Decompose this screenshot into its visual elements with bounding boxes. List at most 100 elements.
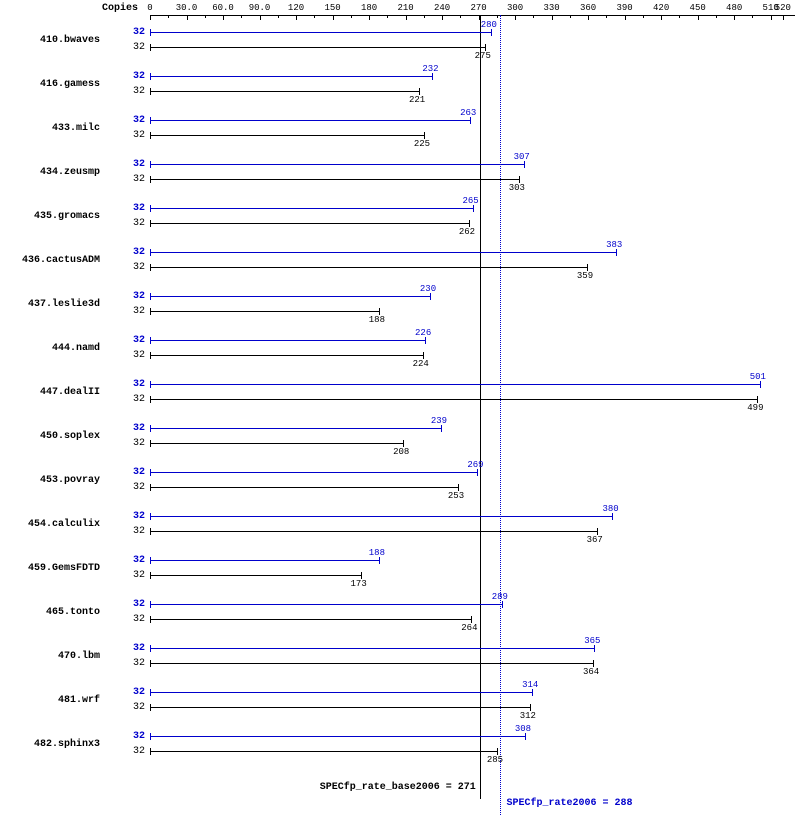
peak-bar-end [612,513,613,520]
x-tick-minor [205,15,206,18]
peak-bar-start [150,205,151,212]
x-tick-minor [570,15,571,18]
base-bar-end [519,176,520,183]
peak-bar-end [616,249,617,256]
x-tick [552,15,553,20]
summary-base-label: SPECfp_rate_base2006 = 271 [0,782,476,793]
peak-value-label: 263 [460,108,476,118]
copies-peak: 32 [0,511,145,522]
base-value-label: 359 [577,271,593,281]
peak-bar-start [150,513,151,520]
copies-base: 32 [0,306,145,317]
copies-peak: 32 [0,335,145,346]
peak-bar [150,736,525,737]
copies-peak: 32 [0,27,145,38]
peak-value-label: 314 [522,680,538,690]
x-tick-label: 450 [690,3,706,13]
copies-peak: 32 [0,379,145,390]
copies-peak: 32 [0,687,145,698]
peak-bar [150,252,616,253]
x-tick-minor [533,15,534,18]
base-bar-start [150,308,151,315]
base-value-label: 224 [413,359,429,369]
x-tick [734,15,735,20]
copies-base: 32 [0,394,145,405]
x-tick [260,15,261,20]
peak-bar-start [150,733,151,740]
base-reference-line [480,15,481,799]
x-tick [661,15,662,20]
x-tick-label: 90.0 [249,3,271,13]
base-value-label: 262 [459,227,475,237]
copies-base: 32 [0,614,145,625]
peak-bar-end [525,733,526,740]
base-bar [150,355,423,356]
base-bar-end [597,528,598,535]
x-tick-label: 60.0 [212,3,234,13]
peak-bar-end [532,689,533,696]
x-tick [223,15,224,20]
peak-value-label: 289 [492,592,508,602]
x-tick-label: 120 [288,3,304,13]
x-tick-minor [497,15,498,18]
base-bar-end [458,484,459,491]
copies-base: 32 [0,658,145,669]
base-bar [150,751,497,752]
x-tick-minor [752,15,753,18]
peak-value-label: 232 [422,64,438,74]
x-tick [187,15,188,20]
base-value-label: 221 [409,95,425,105]
base-bar [150,531,597,532]
base-bar-end [469,220,470,227]
base-bar [150,487,458,488]
peak-bar [150,208,473,209]
peak-value-label: 269 [467,460,483,470]
peak-bar-end [491,29,492,36]
base-bar-start [150,616,151,623]
x-tick-minor [679,15,680,18]
peak-bar-start [150,117,151,124]
x-tick [783,15,784,20]
peak-bar-start [150,161,151,168]
peak-value-label: 380 [602,504,618,514]
peak-bar-start [150,557,151,564]
peak-bar-end [473,205,474,212]
base-bar-end [471,616,472,623]
peak-bar-end [432,73,433,80]
copies-peak: 32 [0,555,145,566]
base-bar-start [150,704,151,711]
base-bar-start [150,220,151,227]
base-bar-end [497,748,498,755]
x-tick-minor [278,15,279,18]
base-bar [150,663,593,664]
peak-bar [150,120,470,121]
base-value-label: 364 [583,667,599,677]
peak-bar-start [150,469,151,476]
base-bar-start [150,572,151,579]
peak-bar [150,560,379,561]
copies-base: 32 [0,570,145,581]
peak-bar-end [477,469,478,476]
base-bar [150,575,361,576]
base-bar-end [423,352,424,359]
base-bar-start [150,88,151,95]
base-bar-end [424,132,425,139]
x-tick-label: 270 [470,3,486,13]
spec-rate-chart: Copies030.060.090.0120150180210240270300… [0,0,799,831]
peak-bar-end [760,381,761,388]
base-bar [150,179,519,180]
copies-base: 32 [0,174,145,185]
x-tick [515,15,516,20]
copies-base: 32 [0,86,145,97]
x-tick [442,15,443,20]
copies-base: 32 [0,42,145,53]
peak-bar [150,164,524,165]
copies-peak: 32 [0,599,145,610]
base-bar-start [150,748,151,755]
copies-base: 32 [0,130,145,141]
peak-value-label: 501 [750,372,766,382]
peak-reference-line [500,15,501,815]
x-tick-minor [314,15,315,18]
copies-peak: 32 [0,247,145,258]
peak-bar [150,32,491,33]
